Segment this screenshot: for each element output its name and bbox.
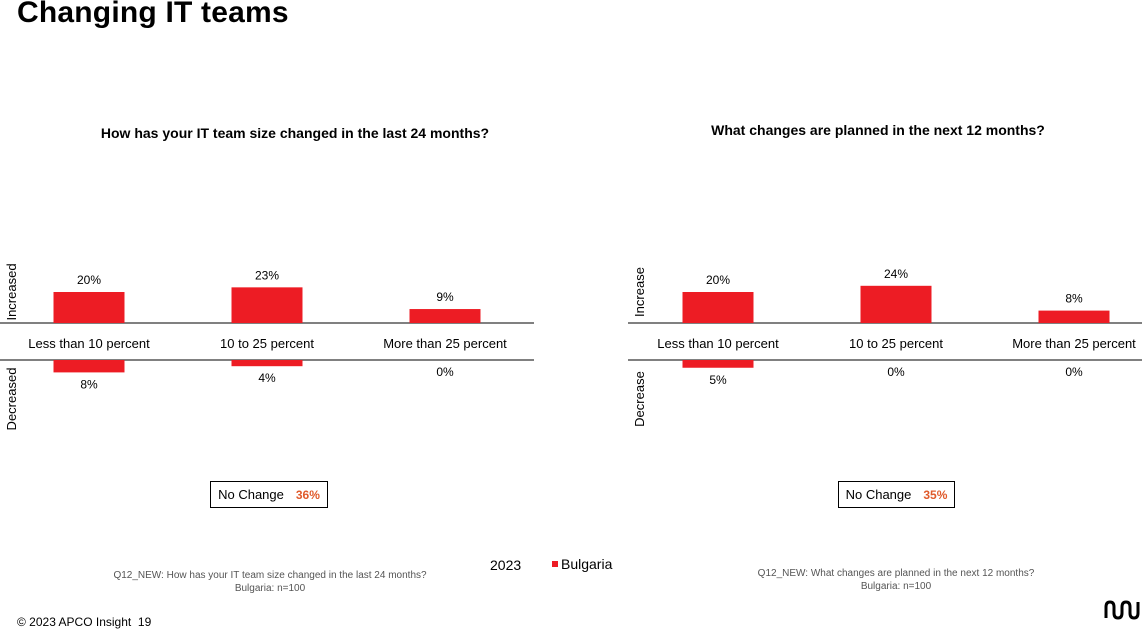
decrease-value-label: 8%: [80, 377, 98, 391]
increase-value-label: 23%: [255, 268, 279, 282]
legend-swatch: [552, 561, 558, 567]
increase-bar: [1038, 310, 1110, 323]
decrease-value-label: 0%: [1065, 365, 1083, 379]
category-label: More than 25 percent: [383, 336, 507, 351]
lower-axis-label: Decrease: [632, 371, 647, 427]
category-label: Less than 10 percent: [657, 336, 779, 351]
chart-2-footnote: Q12_NEW: What changes are planned in the…: [758, 567, 1035, 593]
company-logo-icon: [1104, 600, 1140, 620]
category-label: More than 25 percent: [1012, 336, 1136, 351]
increase-value-label: 9%: [436, 290, 454, 304]
chart-2-footnote-question: Q12_NEW: What changes are planned in the…: [757, 568, 1035, 579]
category-label: 10 to 25 percent: [220, 336, 314, 351]
increase-bar: [682, 292, 754, 323]
increase-bar: [409, 309, 481, 323]
decrease-value-label: 0%: [887, 365, 905, 379]
decrease-value-label: 4%: [258, 371, 276, 385]
legend-year: 2023: [490, 557, 522, 573]
increase-bar: [231, 287, 303, 323]
chart-1-no-change-box: No Change 36%: [210, 481, 328, 508]
chart-1-footnote-question: Q12_NEW: How has your IT team size chang…: [113, 570, 427, 581]
increase-value-label: 24%: [884, 267, 908, 281]
copyright-text: © 2023 APCO Insight: [17, 615, 132, 629]
chart-2-title: What changes are planned in the next 12 …: [711, 122, 1045, 138]
chart-1-title: How has your IT team size changed in the…: [100, 125, 490, 141]
decrease-bar: [682, 360, 754, 368]
legend-label: Bulgaria: [561, 556, 613, 572]
decrease-value-label: 5%: [709, 373, 727, 387]
upper-axis-label: Increase: [632, 267, 647, 317]
chart-2-no-change-box: No Change 35%: [838, 481, 955, 508]
upper-axis-label: Increased: [4, 263, 19, 320]
decrease-bar: [231, 360, 303, 367]
chart-1-footnote: Q12_NEW: How has your IT team size chang…: [113, 569, 426, 595]
increase-value-label: 8%: [1065, 292, 1083, 306]
copyright: © 2023 APCO Insight 19: [17, 615, 151, 629]
page-title: Changing IT teams: [17, 0, 289, 29]
legend-item: Bulgaria: [552, 556, 612, 572]
category-label: Less than 10 percent: [28, 336, 150, 351]
chart-1-no-change-label: No Change: [218, 487, 284, 502]
category-label: 10 to 25 percent: [849, 336, 943, 351]
increase-value-label: 20%: [77, 273, 101, 287]
chart-2-footnote-sample: Bulgaria: n=100: [860, 581, 932, 592]
increase-value-label: 20%: [706, 273, 730, 287]
increase-bar: [53, 292, 125, 323]
chart-1-footnote-sample: Bulgaria: n=100: [234, 583, 306, 594]
chart-1-no-change-value: 36%: [295, 487, 320, 502]
lower-axis-label: Decreased: [4, 368, 19, 431]
chart-2-no-change-value: 35%: [923, 487, 948, 502]
decrease-value-label: 0%: [436, 365, 454, 379]
chart-2-no-change-label: No Change: [845, 487, 912, 502]
increase-bar: [860, 285, 932, 323]
decrease-bar: [53, 360, 125, 373]
page-number: 19: [137, 615, 152, 629]
